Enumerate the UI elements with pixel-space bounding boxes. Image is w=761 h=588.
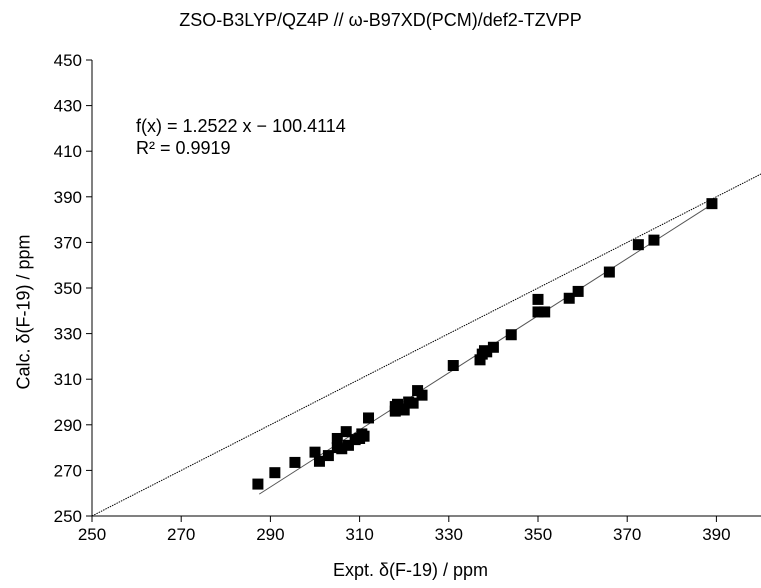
x-tick-label: 330	[435, 525, 463, 544]
reference-line	[91, 173, 761, 517]
data-point	[447, 360, 459, 372]
data-point	[407, 397, 419, 409]
data-point	[487, 341, 499, 353]
x-tick-label: 390	[702, 525, 730, 544]
y-tick-label: 430	[54, 97, 82, 116]
data-point	[342, 439, 354, 451]
y-tick-label: 390	[54, 188, 82, 207]
data-point	[532, 306, 544, 318]
data-point	[289, 456, 301, 468]
y-tick-label: 330	[54, 325, 82, 344]
y-tick-label: 290	[54, 416, 82, 435]
x-tick-label: 370	[613, 525, 641, 544]
x-tick-label: 270	[167, 525, 195, 544]
fit-equation-label: f(x) = 1.2522 x − 100.4114	[136, 116, 346, 136]
data-point	[398, 404, 410, 416]
data-point	[416, 389, 428, 401]
data-point	[572, 285, 584, 297]
data-point	[322, 450, 334, 462]
chart-title: ZSO-B3LYP/QZ4P // ω-B97XD(PCM)/def2-TZVP…	[179, 10, 582, 30]
data-point	[481, 346, 493, 358]
data-point	[309, 446, 321, 458]
data-point	[532, 293, 544, 305]
data-point	[363, 412, 375, 424]
data-point	[539, 306, 551, 318]
data-point	[252, 478, 264, 490]
r-squared-label: R² = 0.9919	[136, 138, 231, 158]
data-point	[474, 354, 486, 366]
plot-area: 250 270 290 310 330 350 370 390 410 430 450 250 270 2…	[54, 51, 761, 544]
data-point	[632, 239, 644, 251]
x-tick-label: 350	[524, 525, 552, 544]
x-tick-label: 310	[345, 525, 373, 544]
y-tick-label: 250	[54, 507, 82, 526]
data-point	[358, 430, 370, 442]
data-point	[331, 432, 343, 444]
data-point	[563, 292, 575, 304]
y-tick-label: 350	[54, 279, 82, 298]
y-tick-label: 450	[54, 51, 82, 70]
y-tick-label: 410	[54, 142, 82, 161]
data-point	[336, 443, 348, 455]
data-point	[313, 455, 325, 467]
data-point	[340, 426, 352, 438]
data-point	[706, 198, 718, 210]
x-tick-label: 250	[78, 525, 106, 544]
data-point	[269, 467, 281, 479]
y-axis-label: Calc. δ(F-19) / ppm	[13, 234, 34, 390]
y-tick-label: 370	[54, 233, 82, 252]
y-tick-label: 270	[54, 461, 82, 480]
data-point	[505, 329, 517, 341]
x-axis-label: Expt. δ(F-19) / ppm	[332, 560, 489, 580]
data-point	[603, 266, 615, 278]
x-tick-label: 290	[256, 525, 284, 544]
y-tick-label: 310	[54, 370, 82, 389]
data-point	[648, 234, 660, 246]
